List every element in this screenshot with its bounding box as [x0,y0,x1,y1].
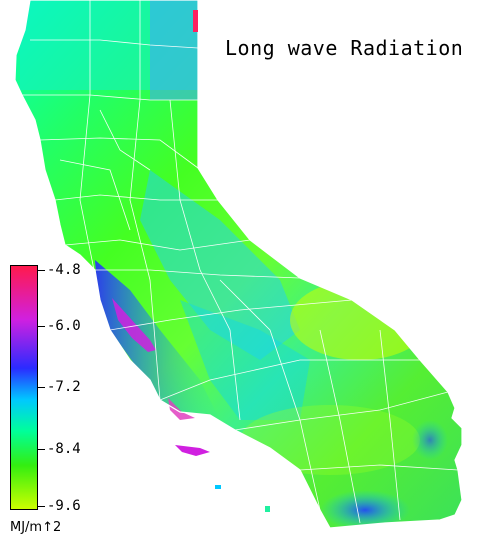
legend-colorbar [10,265,38,510]
hotspot [193,10,198,32]
legend-units: MJ/m↑2 [10,520,62,535]
channel-islands [175,445,210,456]
legend-tick [38,326,45,327]
county-boundaries [22,0,459,524]
legend-tick [38,449,45,450]
map-title: Long wave Radiation [225,36,464,60]
legend-tick-label: -9.6 [47,498,81,514]
legend-tick-label: -7.2 [47,379,81,395]
state-outline [14,0,463,529]
legend-tick [38,270,45,271]
legend-tick-label: -8.4 [47,441,81,457]
legend-tick [38,506,45,507]
legend-tick-label: -6.0 [47,318,81,334]
coast-highlight [112,298,156,352]
legend-tick-label: -4.8 [47,262,81,278]
legend-tick [38,387,45,388]
